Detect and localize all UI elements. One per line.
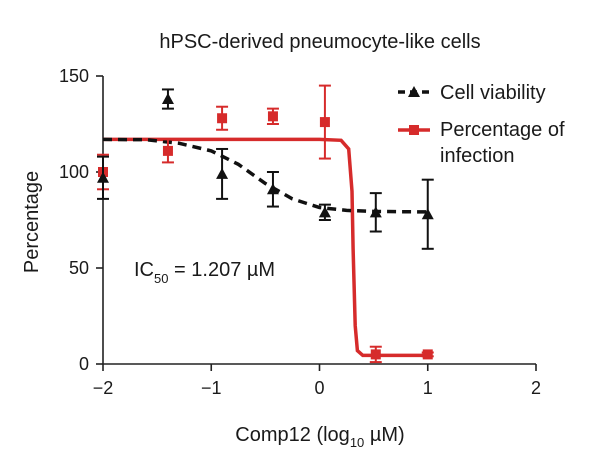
legend-infection-square-icon bbox=[409, 125, 419, 135]
viability-point bbox=[161, 88, 174, 110]
legend-infection-label-line2: infection bbox=[440, 145, 515, 167]
infection-square-marker bbox=[370, 349, 381, 360]
infection-square-marker bbox=[422, 349, 433, 360]
x-axis-label: Comp12 (log10 µM) bbox=[235, 424, 404, 450]
viability-point bbox=[266, 171, 279, 208]
viability-triangle-marker bbox=[97, 171, 109, 183]
viability-triangle-marker bbox=[216, 167, 229, 179]
infection-point bbox=[161, 138, 174, 164]
legend: Cell viability Percentage of infection bbox=[398, 82, 565, 167]
fit-curves bbox=[102, 137, 428, 358]
infection-point bbox=[369, 345, 382, 364]
viability-triangle-marker bbox=[369, 206, 382, 218]
chart-title: hPSC-derived pneumocyte-like cells bbox=[159, 31, 480, 53]
data-points bbox=[97, 84, 434, 364]
infection-point bbox=[318, 84, 331, 160]
viability-point bbox=[369, 192, 382, 233]
x-tick-label: −2 bbox=[93, 378, 114, 398]
x-tick-label: 1 bbox=[423, 378, 433, 398]
infection-square-marker bbox=[217, 113, 228, 124]
ic50-annotation: IC50 = 1.207 µM bbox=[134, 259, 275, 286]
y-tick-label: 50 bbox=[69, 258, 89, 278]
infection-point bbox=[216, 105, 229, 131]
x-axis-ticks: −2 −1 0 1 2 bbox=[93, 364, 541, 398]
legend-viability-triangle-icon bbox=[408, 86, 420, 97]
viability-point bbox=[318, 203, 331, 221]
x-axis-label-sub: 10 bbox=[350, 435, 364, 450]
viability-point bbox=[421, 178, 434, 250]
x-axis-label-rest: µM) bbox=[364, 424, 404, 446]
ic50-prefix: IC bbox=[134, 259, 154, 281]
viability-fit-curve bbox=[102, 137, 428, 214]
viability-triangle-marker bbox=[421, 208, 434, 220]
y-axis-ticks: 0 50 100 150 bbox=[59, 66, 103, 374]
infection-point bbox=[421, 349, 434, 360]
legend-viability-label: Cell viability bbox=[440, 82, 546, 104]
x-tick-label: −1 bbox=[201, 378, 222, 398]
infection-square-marker bbox=[319, 117, 330, 128]
viability-triangle-marker bbox=[318, 206, 331, 218]
viability-point bbox=[216, 147, 229, 200]
ic50-value: = 1.207 µM bbox=[168, 259, 275, 281]
infection-fit-curve bbox=[103, 137, 428, 358]
x-axis-label-main: Comp12 (log bbox=[235, 424, 350, 446]
y-tick-label: 150 bbox=[59, 66, 89, 86]
y-tick-label: 0 bbox=[79, 354, 89, 374]
legend-infection-label-line1: Percentage of bbox=[440, 119, 565, 141]
y-axis-label: Percentage bbox=[21, 171, 43, 273]
x-tick-label: 2 bbox=[531, 378, 541, 398]
infection-square-marker bbox=[162, 145, 173, 156]
infection-square-marker bbox=[267, 111, 278, 122]
viability-point bbox=[97, 155, 109, 200]
viability-triangle-marker bbox=[266, 183, 279, 195]
x-tick-label: 0 bbox=[314, 378, 324, 398]
ic50-sub: 50 bbox=[154, 271, 168, 286]
infection-point bbox=[266, 107, 279, 125]
y-tick-label: 100 bbox=[59, 162, 89, 182]
viability-triangle-marker bbox=[161, 93, 174, 105]
